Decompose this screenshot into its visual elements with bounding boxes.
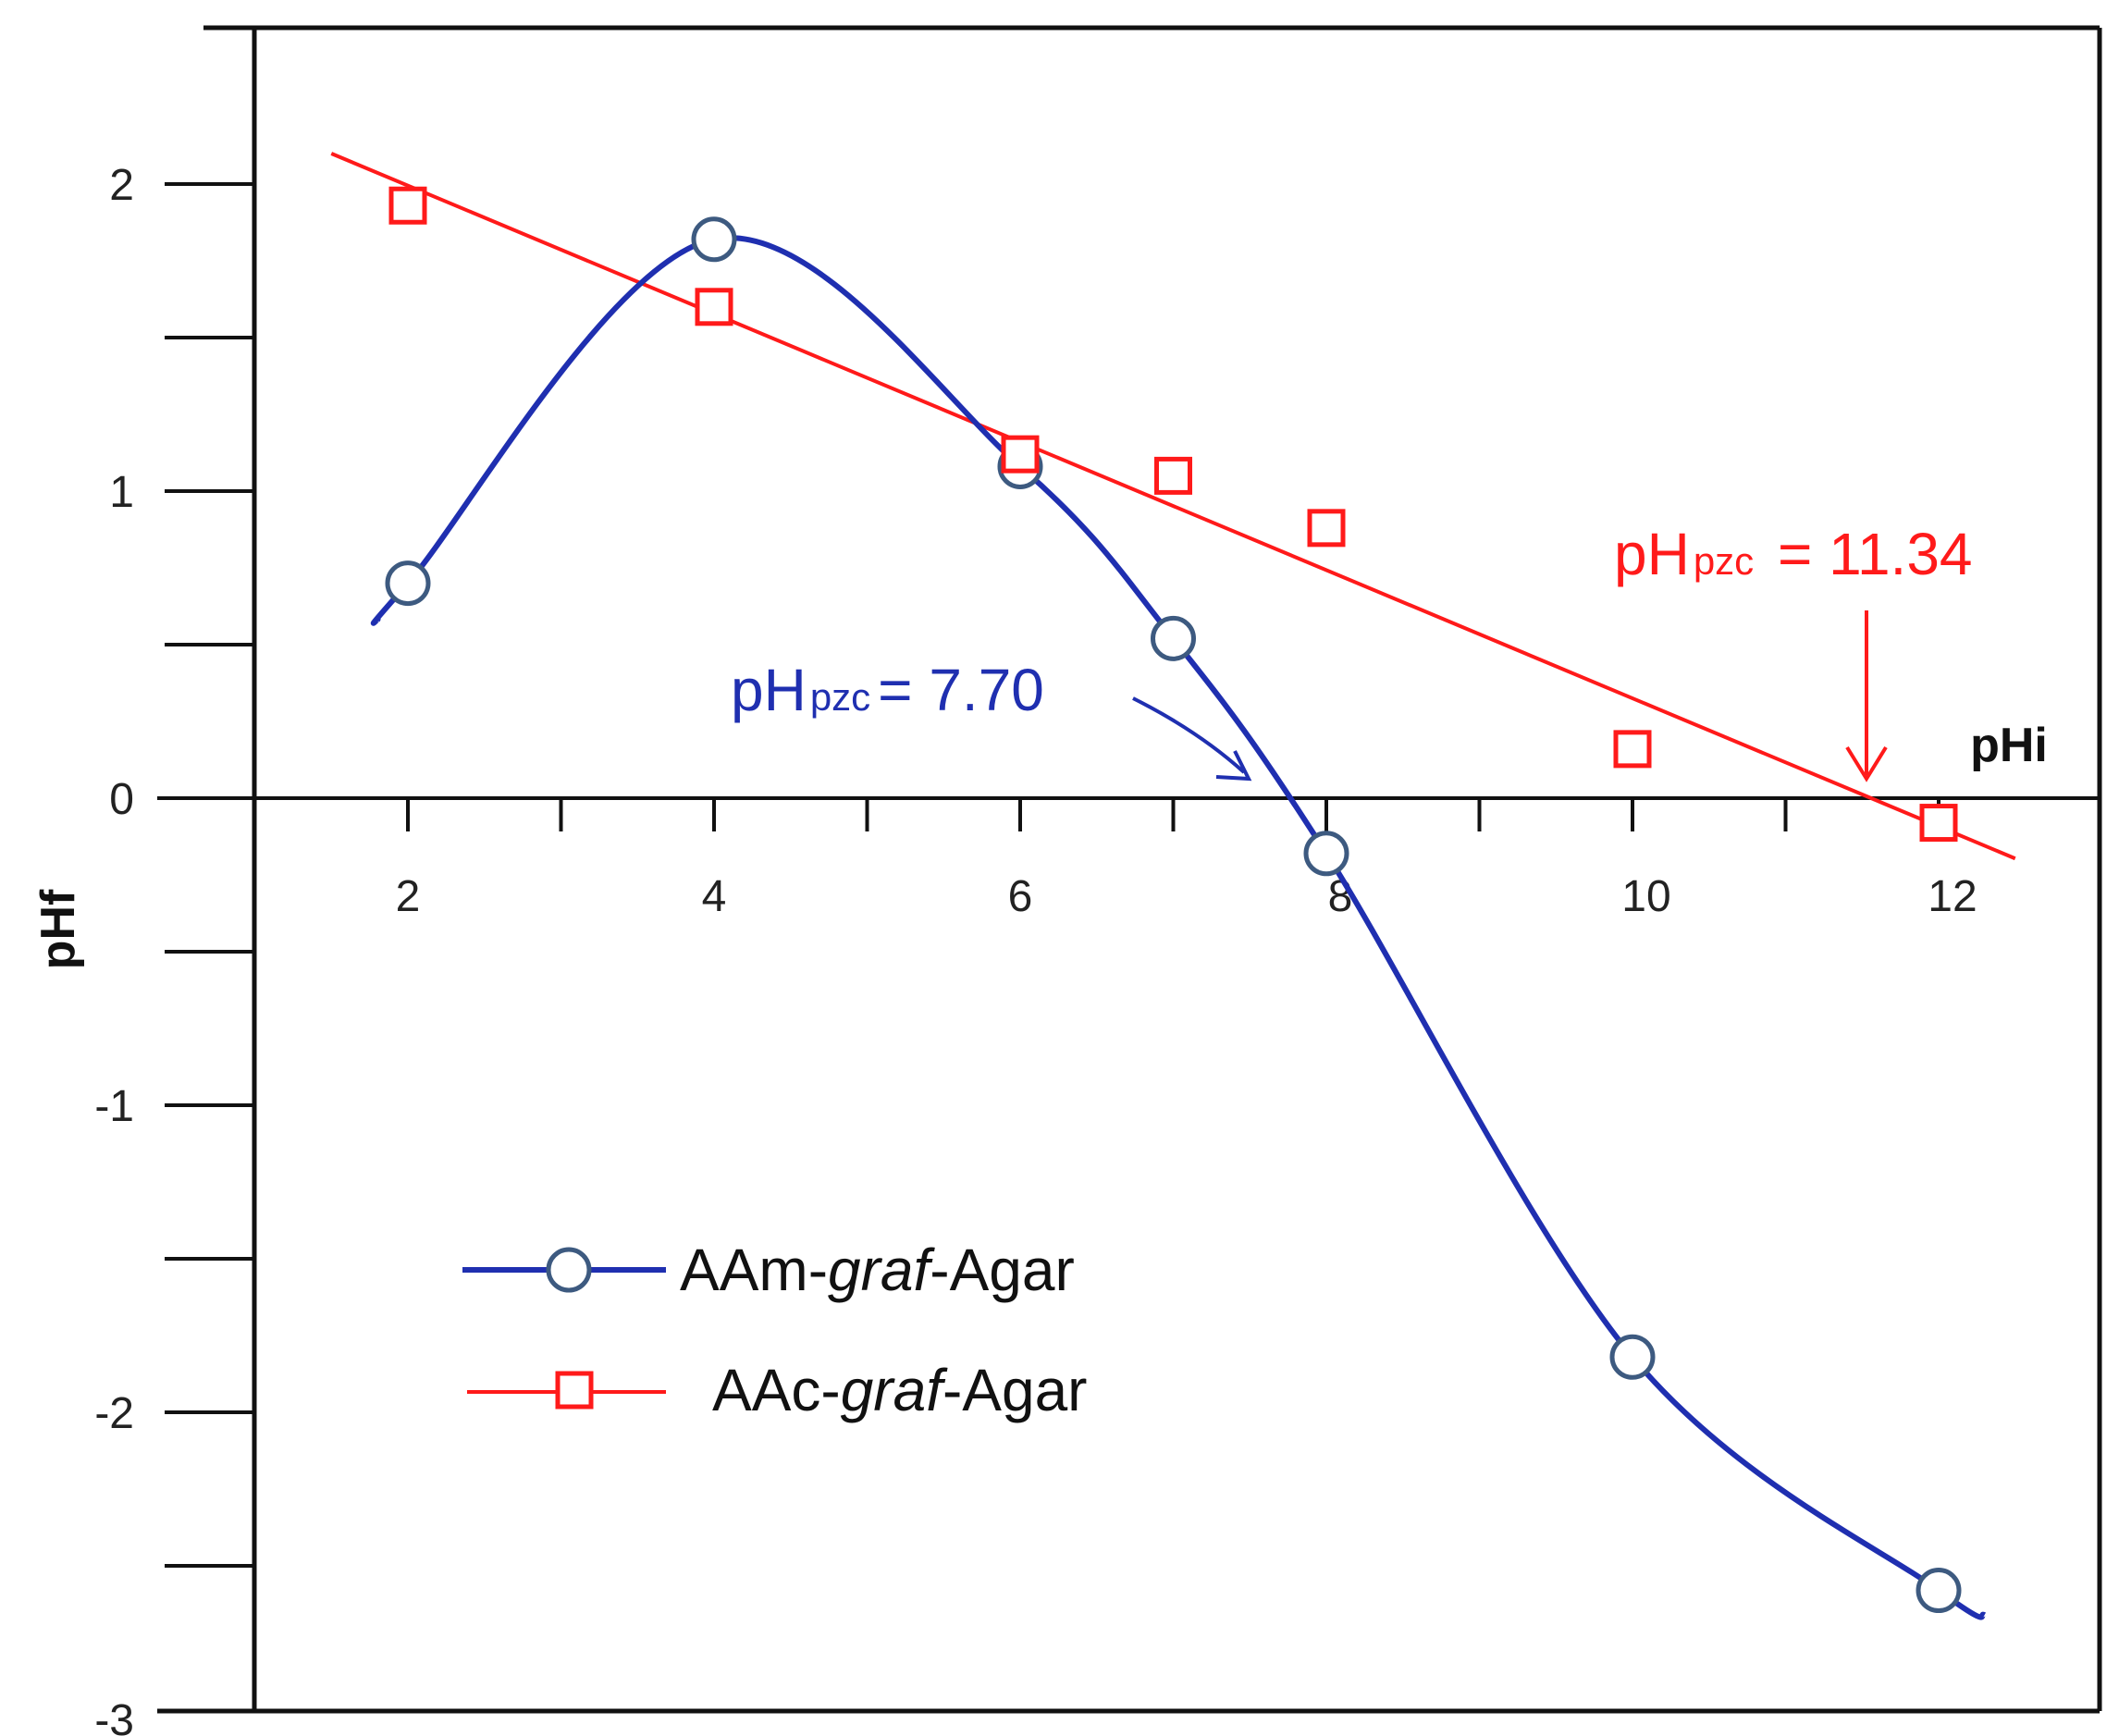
legend-label-aac: AAc-graf-Agar [712, 1357, 1087, 1423]
series-aam-point [1609, 1334, 1656, 1380]
series-aam-point [1151, 615, 1196, 661]
y-tick-label: -1 [94, 1082, 134, 1131]
legend: AAm-graf-Agar AAc-graf-Agar [462, 1237, 1087, 1423]
series-aac-point [695, 288, 733, 326]
series-aac-fit-line [330, 152, 2016, 861]
annotation-red-ph: pH [1614, 521, 1690, 587]
annotation-blue-value: = 7.70 [878, 657, 1044, 723]
annotation-red-arrowhead [1845, 745, 1888, 782]
plot-frame [157, 25, 2102, 1714]
x-tick-label: 10 [1621, 872, 1670, 921]
x-tick-label: 4 [702, 872, 727, 921]
series-aac-point [1001, 435, 1040, 474]
annotation-blue: pHpzc = 7.70 [731, 657, 1252, 782]
y-tick-label: 0 [109, 775, 134, 824]
annotation-blue-label: pHpzc = 7.70 [731, 657, 1044, 723]
x-tick-label: 12 [1928, 872, 1977, 921]
series-layer [330, 152, 2016, 1620]
annotation-blue-arrow [1132, 696, 1246, 774]
series-aam-point [1916, 1568, 1962, 1614]
y-tick-label: -3 [94, 1696, 134, 1736]
x-tick-label: 2 [396, 872, 421, 921]
annotation-red-value: = 11.34 [1761, 521, 1972, 587]
series-aam-curve [370, 235, 1987, 1620]
annotation-blue-arrowhead [1215, 750, 1252, 782]
y-axis-title: pHf [31, 889, 85, 969]
series-aac-point [1154, 456, 1192, 495]
annotation-red-label: pHpzc = 11.34 [1614, 521, 1973, 587]
x-tick-label: 6 [1008, 872, 1033, 921]
annotation-blue-sub: pzc [810, 675, 870, 719]
series-aac-point [1919, 804, 1958, 843]
annotation-red: pHpzc = 11.34 [1614, 521, 1973, 782]
series-aac-point [388, 186, 427, 225]
annotation-red-sub: pzc [1694, 539, 1754, 583]
legend-item-aac: AAc-graf-Agar [467, 1357, 1087, 1423]
y-tick-label: 2 [109, 161, 134, 210]
legend-label-aam: AAm-graf-Agar [680, 1237, 1075, 1303]
x-axis-title: pHi [1970, 719, 2048, 772]
legend-marker-aac [555, 1371, 594, 1410]
y-tick-label: -2 [94, 1389, 134, 1438]
series-aac-point [1307, 509, 1346, 548]
axis-ticks: 210-1-2-32 4 6 8 10 12 [94, 161, 1977, 1736]
legend-item-aam: AAm-graf-Agar [462, 1237, 1075, 1303]
series-aam-point [691, 216, 737, 263]
legend-marker-aam [546, 1247, 592, 1293]
series-aam-point [385, 560, 431, 607]
series-aam-point [1303, 831, 1349, 877]
y-tick-label: 1 [109, 468, 134, 517]
series-aac-point [1613, 730, 1652, 769]
annotation-blue-ph: pH [731, 657, 807, 723]
